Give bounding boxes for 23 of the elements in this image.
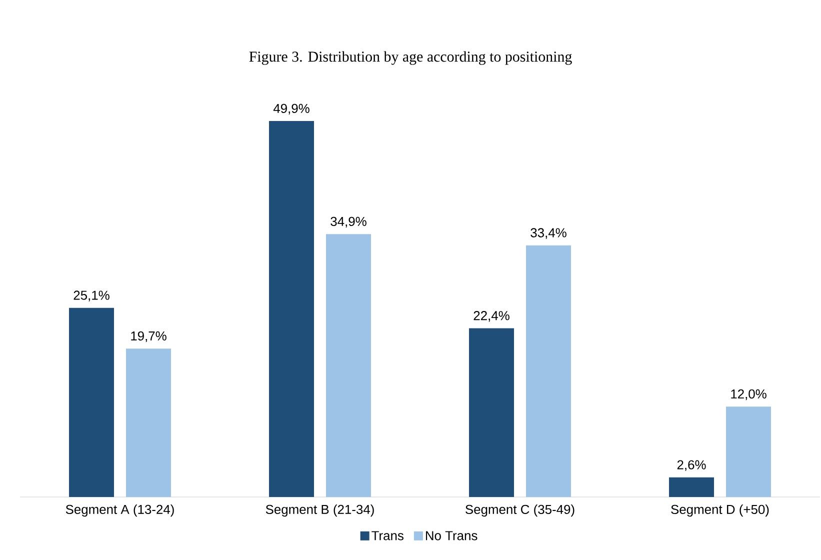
data-label: 2,6%	[677, 460, 706, 471]
data-label: 34,9%	[330, 216, 366, 228]
bar	[726, 406, 772, 497]
data-label: 25,1%	[74, 290, 110, 302]
bar	[326, 234, 372, 497]
data-label: 22,4%	[474, 311, 510, 322]
bar	[469, 328, 514, 497]
legend-label: No Trans	[426, 531, 478, 540]
data-label: 12,0%	[731, 389, 766, 400]
bar	[69, 308, 114, 497]
x-tick-label: Segment B (21-34)	[266, 504, 374, 517]
x-tick-label: Segment C (35-49)	[466, 504, 574, 517]
data-label: 49,9%	[273, 104, 310, 115]
data-label: 19,7%	[131, 331, 166, 342]
chart-title: Figure 3. Distribution by age according to positioning	[249, 51, 572, 65]
x-tick-label: Segment D (+50)	[671, 504, 769, 517]
bar	[269, 121, 314, 497]
bar	[526, 245, 572, 497]
bar	[669, 477, 714, 497]
data-label: 33,4%	[530, 228, 566, 239]
bar	[126, 348, 171, 497]
legend-label: Trans	[372, 531, 404, 540]
x-tick-label: Segment A (13-24)	[66, 504, 174, 517]
